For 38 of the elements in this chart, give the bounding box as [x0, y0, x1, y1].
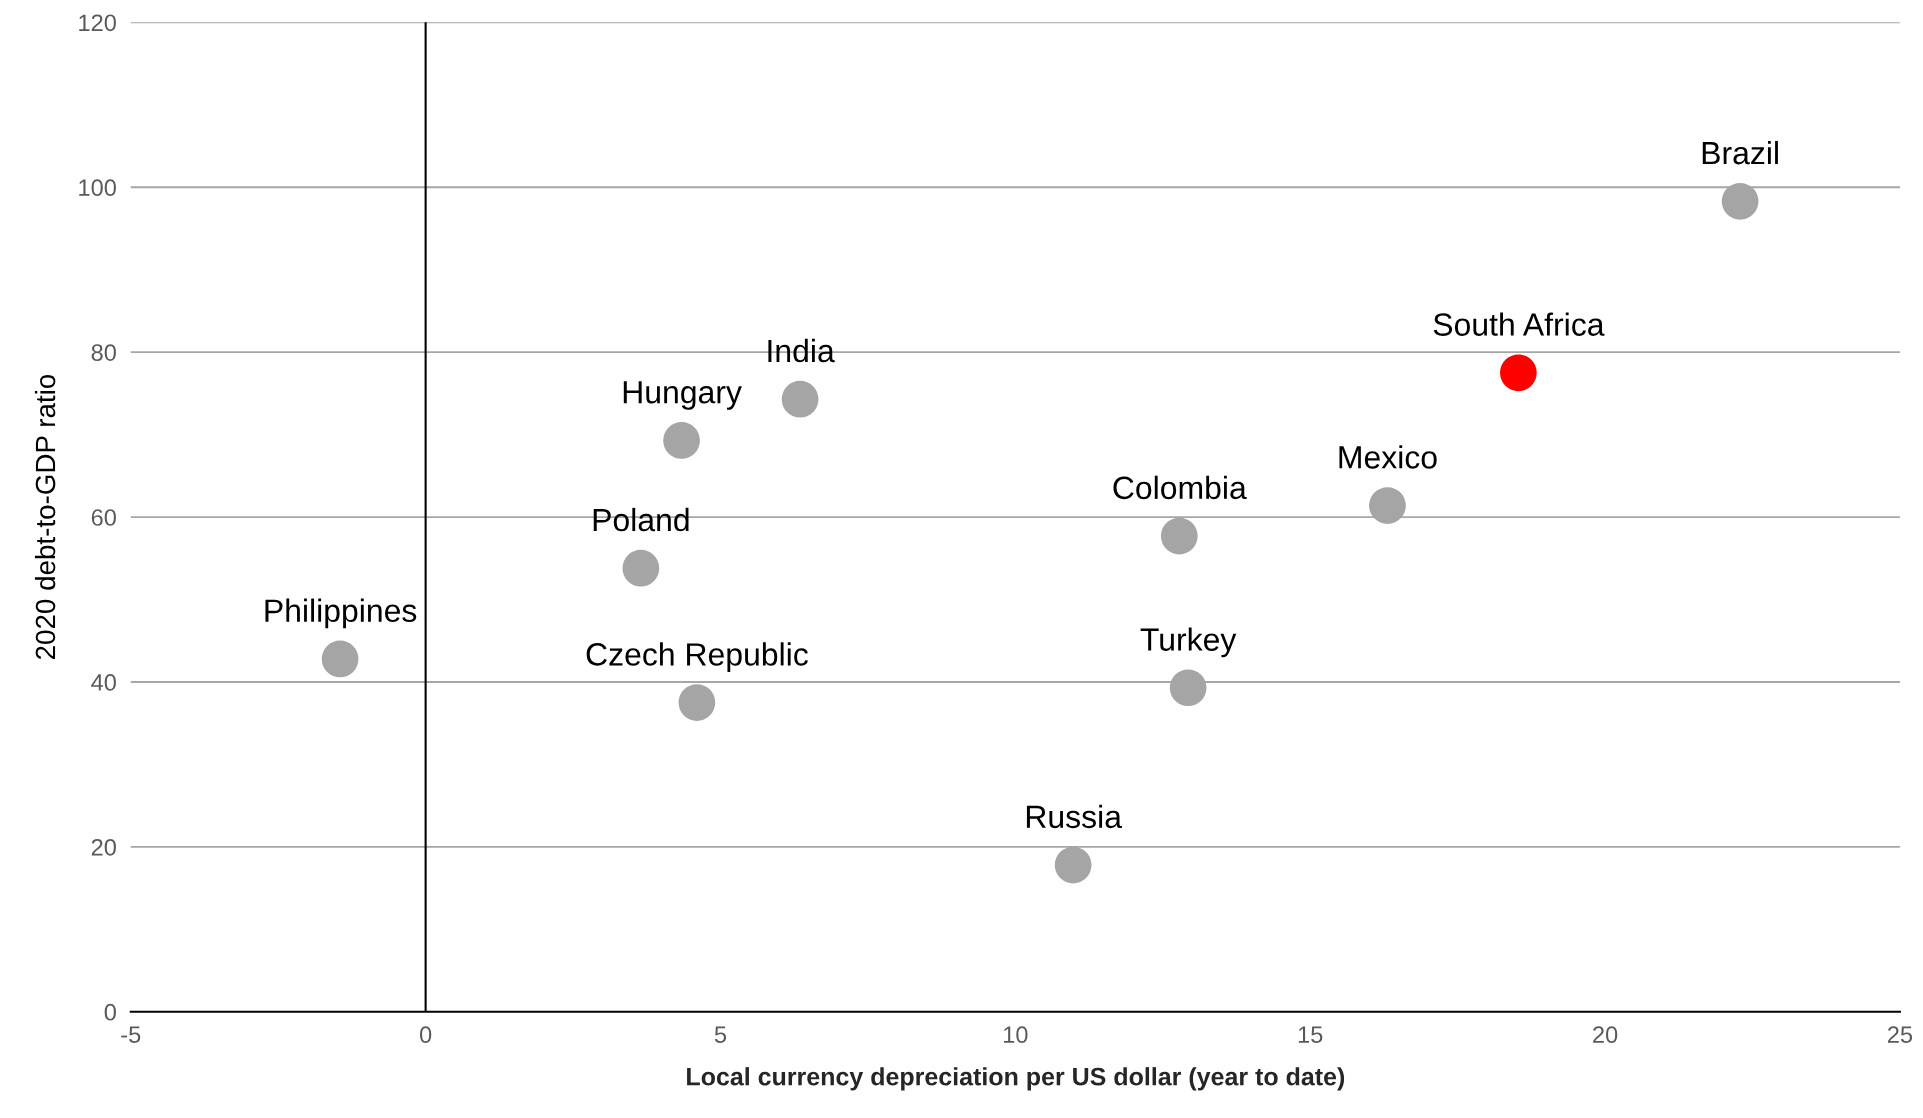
point [1160, 517, 1198, 555]
y-tick-label: 120 [79, 14, 116, 32]
annotation: Brazil [1702, 140, 1778, 165]
x-tick-label: -5 [121, 1026, 141, 1044]
point [678, 684, 716, 721]
annotation: India [768, 338, 835, 363]
annotation: Turkey [1140, 627, 1237, 658]
y-tick-label: 40 [91, 674, 116, 691]
annotation: Czech Republic [586, 642, 808, 673]
annotation: Mexico [1339, 445, 1437, 469]
point [321, 640, 359, 678]
x-tick-label: 20 [1593, 1026, 1618, 1044]
x-axis-title: Local currency depreciation per US dollar (year to date) [687, 1067, 1345, 1091]
point [781, 380, 819, 418]
point [1721, 182, 1759, 220]
point [663, 422, 700, 459]
y-axis-title: 2020 debt-to-GDP ratio [34, 374, 56, 660]
annotation: Hungary [623, 381, 742, 410]
x-tick-label: 25 [1887, 1026, 1913, 1044]
x-tick-label: 0 [419, 1026, 432, 1044]
point [622, 549, 660, 587]
x-tick-label: 5 [714, 1026, 727, 1044]
annotation: Philippines [265, 598, 417, 629]
point [1054, 846, 1092, 884]
annotation: South Africa [1433, 312, 1605, 336]
x-tick-label: 10 [1004, 1026, 1028, 1044]
annotation: Poland [593, 507, 689, 532]
point [1369, 487, 1406, 524]
x-tick-label: 15 [1298, 1026, 1323, 1044]
y-tick-label: 100 [79, 179, 116, 197]
point [1169, 669, 1207, 707]
y-tick-label: 80 [91, 344, 116, 361]
annotation: Colombia [1113, 475, 1247, 500]
annotation: Russia [1026, 804, 1122, 829]
y-tick-label: 60 [91, 509, 116, 526]
point [1500, 354, 1537, 392]
y-tick-label: 0 [104, 1003, 116, 1021]
y-tick-label: 20 [91, 838, 116, 856]
